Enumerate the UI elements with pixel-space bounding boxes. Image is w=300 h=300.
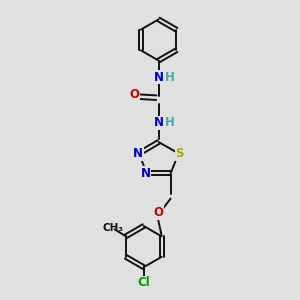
Text: H: H (164, 116, 174, 129)
Text: N: N (154, 70, 164, 84)
Text: Cl: Cl (137, 276, 150, 290)
Text: O: O (129, 88, 139, 101)
Text: N: N (133, 147, 143, 160)
Text: N: N (154, 116, 164, 129)
Text: O: O (154, 206, 164, 219)
Text: H: H (164, 70, 174, 84)
Text: S: S (175, 147, 184, 160)
Text: N: N (141, 167, 151, 180)
Text: CH₃: CH₃ (103, 223, 124, 233)
